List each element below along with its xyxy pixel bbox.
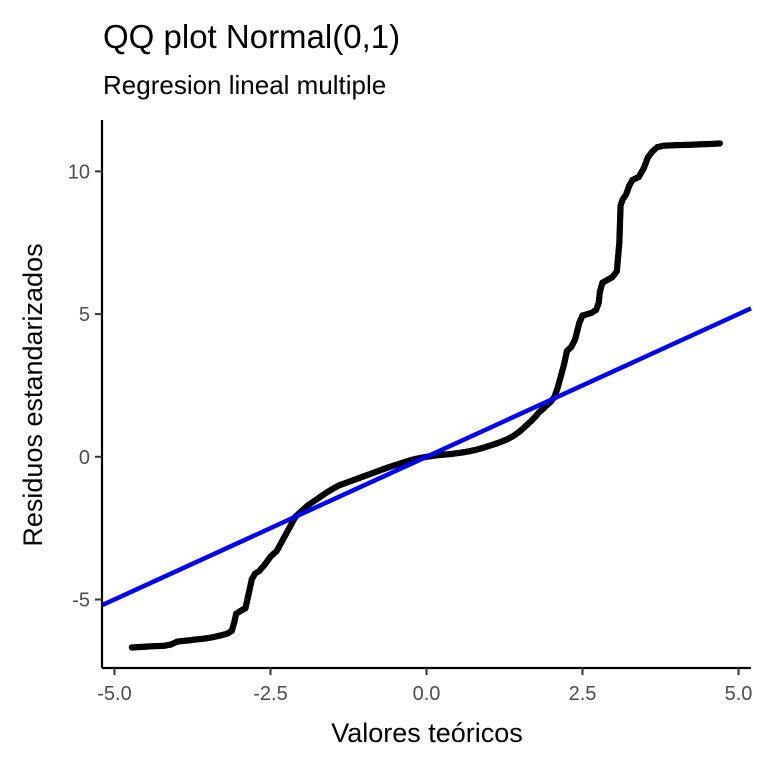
x-tick-label: -2.5	[253, 683, 287, 705]
x-tick-label: 0.0	[413, 683, 441, 705]
chart-title: QQ plot Normal(0,1)	[103, 18, 400, 55]
x-axis-ticks: -5.0 -2.5 0.0 2.5 5.0	[97, 668, 752, 705]
data-points	[129, 140, 723, 650]
x-tick-label: 2.5	[569, 683, 597, 705]
y-axis-ticks: -5 0 5 10	[68, 161, 102, 611]
reference-line	[102, 308, 751, 605]
x-tick-label: 5.0	[725, 683, 753, 705]
chart-subtitle: Regresion lineal multiple	[103, 70, 386, 100]
x-axis-title: Valores teóricos	[331, 718, 523, 748]
y-tick-label: 0	[79, 447, 90, 469]
y-tick-label: 10	[68, 161, 90, 183]
data-point	[717, 140, 723, 146]
y-tick-label: 5	[79, 304, 90, 326]
y-axis-title: Residuos estandarizados	[18, 243, 48, 546]
y-tick-label: -5	[72, 590, 90, 612]
x-tick-label: -5.0	[97, 683, 131, 705]
